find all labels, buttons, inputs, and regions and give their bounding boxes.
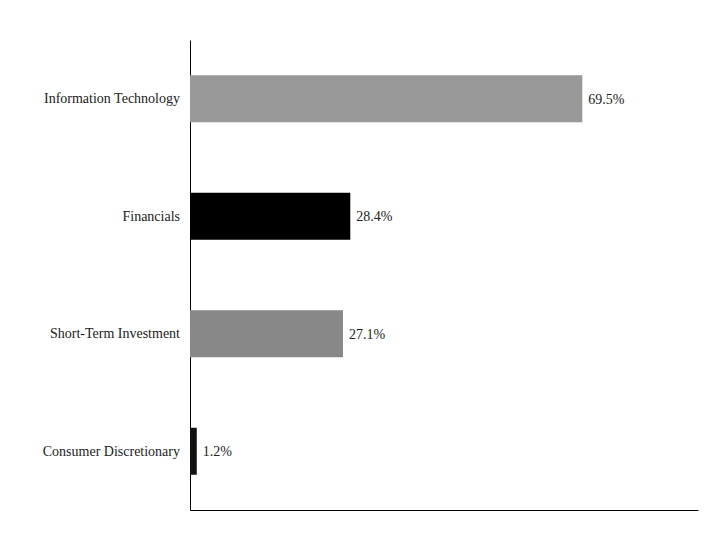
x-axis (191, 510, 699, 511)
y-tick-label: Short-Term Investment (50, 326, 180, 341)
chart-container: Information Technology Financials Short-Te… (0, 0, 728, 540)
bar (190, 193, 350, 240)
y-tick: Financials (122, 209, 190, 224)
x-axis-line (191, 510, 699, 511)
data-label: 28.4% (356, 209, 393, 224)
bar (190, 310, 343, 357)
plot-area: Information Technology Financials Short-Te… (43, 41, 699, 511)
bar (190, 75, 582, 122)
y-tick-label: Consumer Discretionary (43, 444, 180, 459)
data-label: 69.5% (588, 92, 625, 107)
y-tick: Short-Term Investment (50, 326, 190, 341)
y-tick-label: Information Technology (44, 91, 180, 106)
y-tick: Information Technology (44, 91, 190, 106)
bars (190, 75, 582, 475)
data-label: 1.2% (203, 444, 233, 459)
data-labels: 69.5% 28.4% 27.1% 1.2% (203, 92, 625, 460)
bar (190, 428, 197, 475)
data-label: 27.1% (349, 327, 386, 342)
y-tick: Consumer Discretionary (43, 444, 190, 459)
chart-svg: Information Technology Financials Short-Te… (0, 0, 728, 540)
y-axis: Information Technology Financials Short-Te… (43, 41, 191, 511)
y-tick-label: Financials (122, 209, 180, 224)
